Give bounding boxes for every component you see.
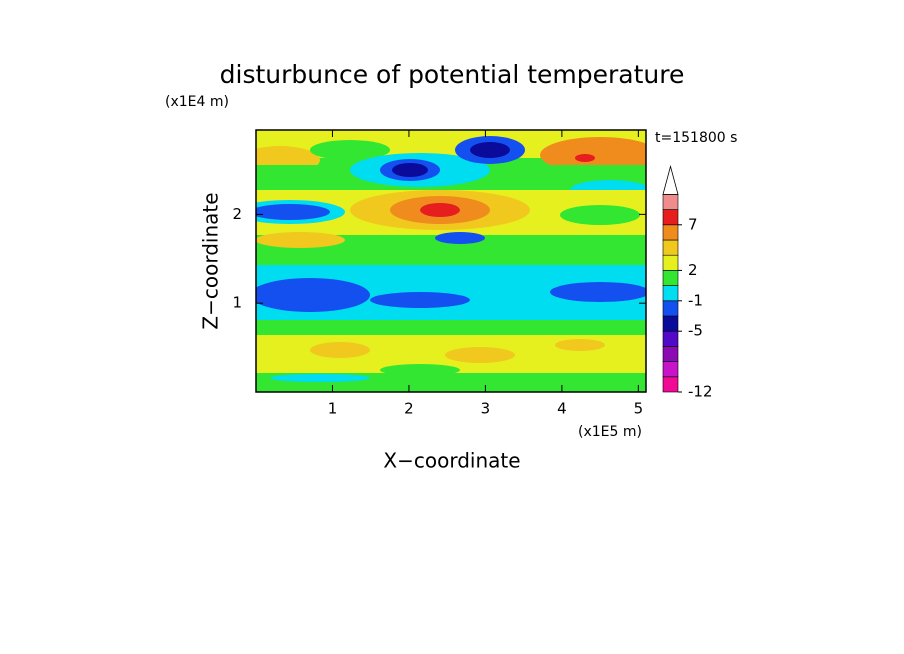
colorbar-box: [662, 270, 679, 286]
colorbar-label: -1: [688, 291, 703, 309]
colorbar-label: 7: [688, 215, 698, 233]
x-tick-label: 2: [404, 400, 414, 418]
colorbar-over: [662, 164, 679, 195]
colorbar-box: [662, 224, 679, 241]
x-tick-label: 4: [557, 400, 567, 418]
time-annotation: t=151800 s: [655, 130, 737, 146]
contour-field: [256, 130, 646, 392]
colorbar-box: [662, 239, 679, 256]
x-tick-label: 3: [481, 400, 491, 418]
colorbar-box: [662, 346, 679, 362]
colorbar-box: [662, 285, 679, 302]
x-axis-label: X−coordinate: [383, 449, 520, 473]
colorbar-label: -12: [688, 383, 713, 401]
x-tick-label: 5: [634, 400, 644, 418]
x-tick-label: 1: [328, 400, 338, 418]
colorbar-box: [662, 254, 679, 271]
x-unit: (x1E5 m): [578, 424, 642, 440]
y-unit: (x1E4 m): [165, 94, 229, 110]
colorbar-box: [662, 376, 679, 393]
colorbar-box: [662, 315, 679, 332]
plot-frame: [255, 129, 647, 393]
colorbar-box: [662, 300, 679, 317]
colorbar-box: [662, 194, 679, 210]
y-tick-label: 2: [232, 205, 242, 223]
colorbar-box: [662, 361, 679, 378]
colorbar-box: [662, 330, 679, 347]
colorbar-label: -5: [688, 322, 703, 340]
chart-title: disturbunce of potential temperature: [220, 60, 685, 89]
y-axis-label: Z−coordinate: [199, 192, 223, 329]
colorbar-label: 2: [688, 261, 698, 279]
colorbar-box: [662, 209, 679, 226]
y-tick-label: 1: [232, 294, 242, 312]
